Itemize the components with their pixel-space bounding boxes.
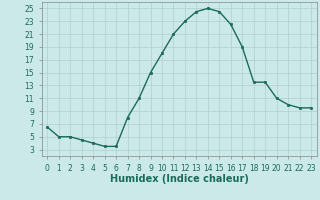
X-axis label: Humidex (Indice chaleur): Humidex (Indice chaleur)	[110, 174, 249, 184]
